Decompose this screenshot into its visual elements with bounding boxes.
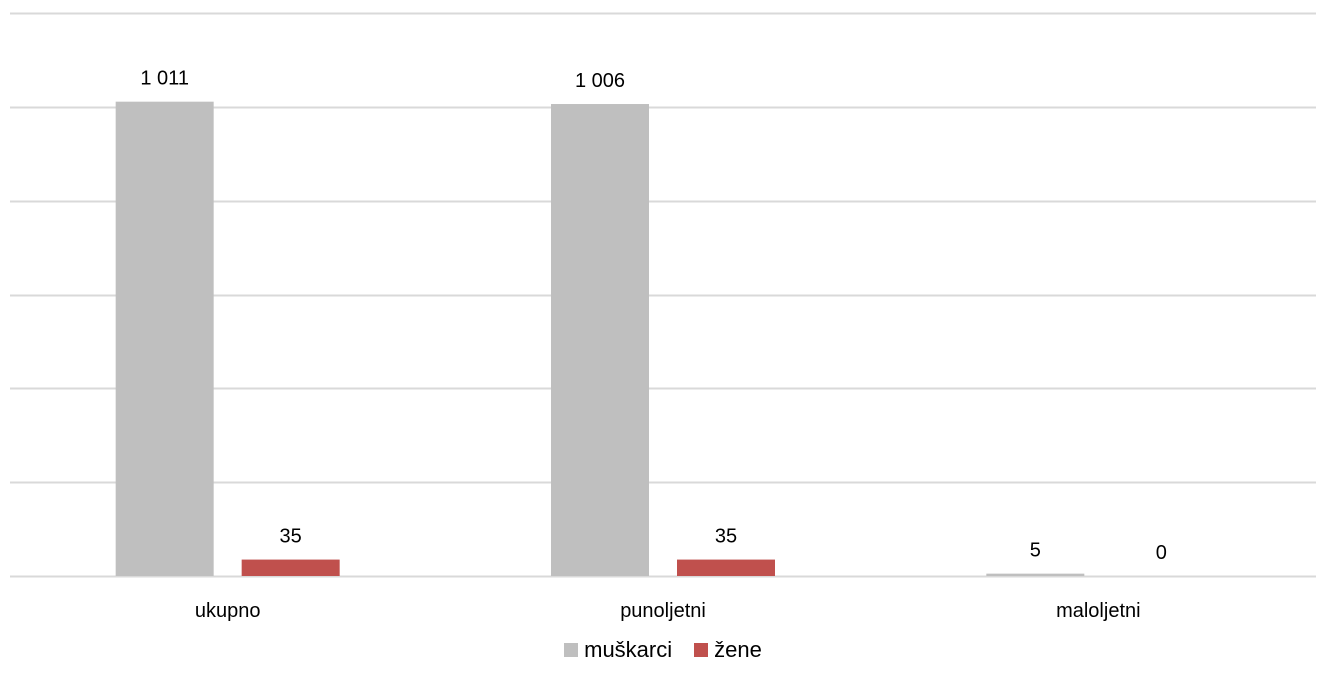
legend-swatch-zene xyxy=(694,643,709,657)
bar-muškarci-maloljetni xyxy=(986,573,1085,576)
bar-žene-punoljetni xyxy=(677,559,775,576)
legend: muškarci žene xyxy=(0,639,1326,661)
category-labels: ukupno punoljetni maloljetni xyxy=(195,600,1141,622)
data-labels: 1 011 35 1 006 35 5 0 xyxy=(140,68,1167,564)
legend-label-muskarci: muškarci xyxy=(584,637,673,662)
bar-muškarci-ukupno xyxy=(115,101,214,577)
bar-muškarci-punoljetni xyxy=(551,104,649,576)
data-label-žene-ukupno: 35 xyxy=(280,526,302,548)
category-label-punoljetni: punoljetni xyxy=(620,600,706,622)
data-label-muškarci-maloljetni: 5 xyxy=(1030,540,1041,562)
category-label-maloljetni: maloljetni xyxy=(1056,600,1140,622)
data-label-žene-punoljetni: 35 xyxy=(715,526,737,548)
data-label-muškarci-ukupno: 1 011 xyxy=(140,68,189,90)
category-label-ukupno: ukupno xyxy=(195,600,261,622)
legend-item-muskarci: muškarci xyxy=(564,639,672,661)
data-label-muškarci-punoljetni: 1 006 xyxy=(575,70,625,92)
legend-swatch-muskarci xyxy=(564,643,579,657)
gridlines xyxy=(10,12,1316,578)
legend-label-zene: žene xyxy=(714,637,762,662)
bar-žene-ukupno xyxy=(241,559,340,576)
legend-item-zene: žene xyxy=(694,639,762,661)
bars xyxy=(115,101,1085,577)
data-label-žene-maloljetni: 0 xyxy=(1156,542,1167,564)
